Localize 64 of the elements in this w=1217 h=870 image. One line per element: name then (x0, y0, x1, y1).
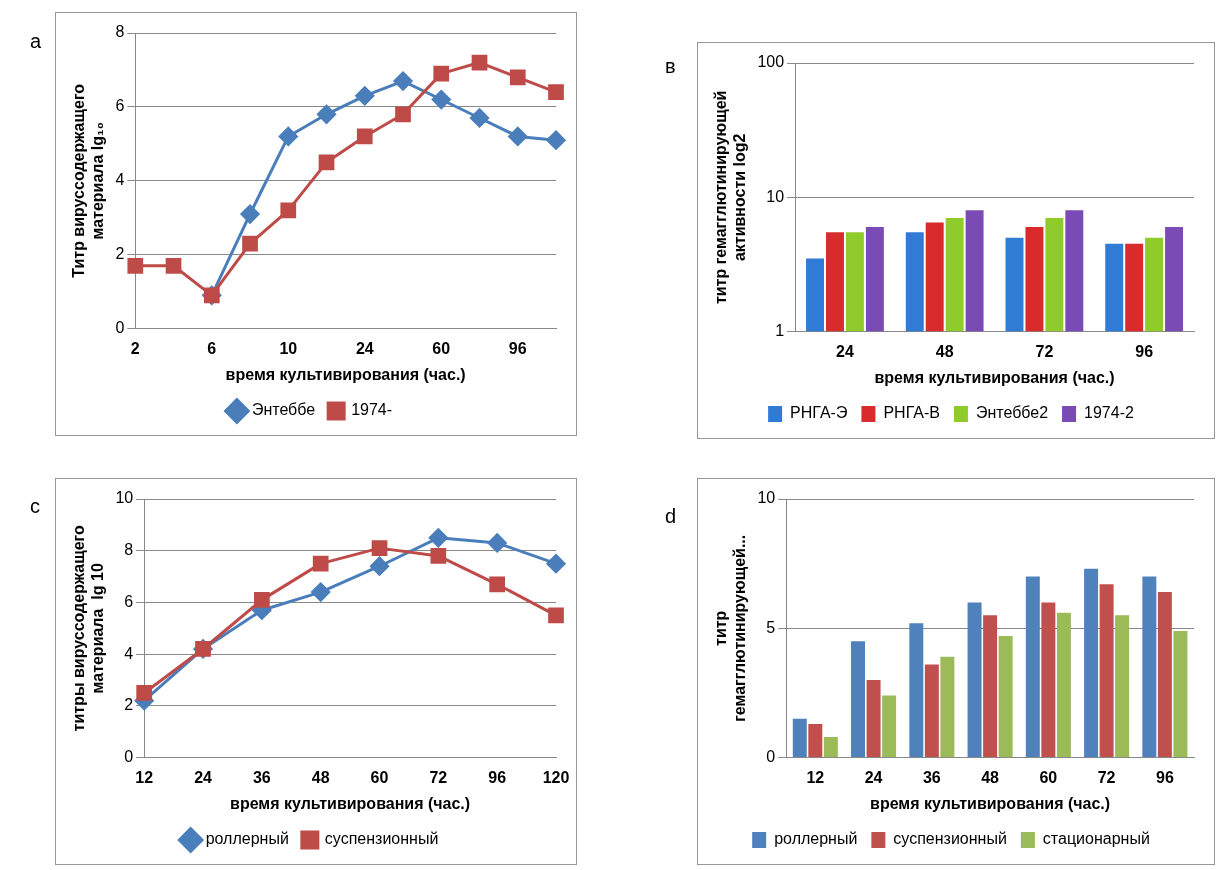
y-tick-label: 10 (757, 489, 776, 507)
text: a (30, 30, 42, 53)
legend-label: суспензионный (324, 830, 439, 848)
x-tick-label: 96 (508, 339, 527, 357)
y-tick-label: 6 (124, 592, 134, 610)
x-tick-label: 10 (279, 339, 298, 357)
x-tick-label: 48 (935, 342, 954, 360)
text: c (30, 495, 40, 518)
x-tick-label: 24 (355, 339, 374, 357)
y-tick-label: 0 (115, 319, 125, 337)
x-tick-label: 72 (1097, 768, 1116, 786)
x-tick-label: 48 (311, 768, 330, 786)
legend-label: Энтеббе (251, 401, 316, 419)
x-tick-label: 48 (981, 768, 1000, 786)
legend-label: 1974- (351, 401, 393, 419)
y-axis-title: титры вируссодержащего материала lg 10 (70, 525, 107, 732)
x-tick-label: 72 (429, 768, 448, 786)
y-tick-label: 8 (124, 541, 134, 559)
x-tick-label: 96 (1155, 768, 1174, 786)
y-tick-label: 5 (766, 618, 776, 636)
x-axis-title: время культивирования (час.) (870, 794, 1111, 812)
y-tick-label: 10 (115, 489, 134, 507)
y-axis-title: титр гемагглютинирующей активности log2 (712, 90, 749, 305)
x-tick-label: 60 (1039, 768, 1058, 786)
y-tick-label: 0 (124, 748, 134, 766)
x-tick-label: 36 (922, 768, 941, 786)
y-tick-label: 4 (124, 644, 134, 662)
x-tick-label: 24 (836, 342, 854, 360)
text: в (665, 55, 676, 78)
x-tick-label: 6 (207, 339, 217, 357)
text: d (665, 505, 677, 528)
x-tick-label: 72 (1035, 342, 1054, 360)
y-tick-label: 2 (124, 696, 134, 714)
x-axis-title: время культивирования (час.) (230, 794, 471, 812)
y-axis-title: титр гемагглютинирующей... (712, 534, 749, 722)
x-tick-label: 24 (864, 768, 883, 786)
legend-label: РНГА-Э (790, 404, 848, 422)
y-tick-label: 100 (757, 53, 785, 71)
legend-label: 1974-2 (1084, 404, 1134, 422)
legend-label: суспензионный (893, 830, 1007, 848)
y-tick-label: 8 (115, 23, 125, 41)
x-tick-label: 60 (370, 768, 389, 786)
y-tick-label: 2 (115, 245, 125, 263)
x-axis-title: время культивирования (час.) (225, 365, 466, 383)
x-tick-label: 120 (542, 768, 570, 786)
x-tick-label: 12 (135, 768, 154, 786)
legend-label: роллерный (205, 830, 289, 848)
x-tick-label: 36 (252, 768, 271, 786)
y-axis-title: Титр вируссодержащего материала lg₁₀ (70, 83, 107, 278)
y-tick-label: 4 (115, 171, 125, 189)
x-axis-title: время культивирования (час.) (874, 368, 1115, 386)
y-tick-label: 6 (115, 97, 125, 115)
y-tick-label: 10 (766, 187, 785, 205)
y-tick-label: 1 (775, 322, 785, 340)
x-tick-label: 12 (806, 768, 825, 786)
legend-label: Энтеббе2 (975, 404, 1049, 422)
legend-label: стационарный (1042, 830, 1150, 848)
x-tick-label: 24 (194, 768, 213, 786)
x-tick-label: 60 (432, 339, 451, 357)
legend-label: роллерный (774, 830, 858, 848)
x-tick-label: 96 (1135, 342, 1154, 360)
legend-label: РНГА-В (883, 404, 940, 422)
y-tick-label: 0 (766, 748, 776, 766)
x-tick-label: 96 (488, 768, 507, 786)
